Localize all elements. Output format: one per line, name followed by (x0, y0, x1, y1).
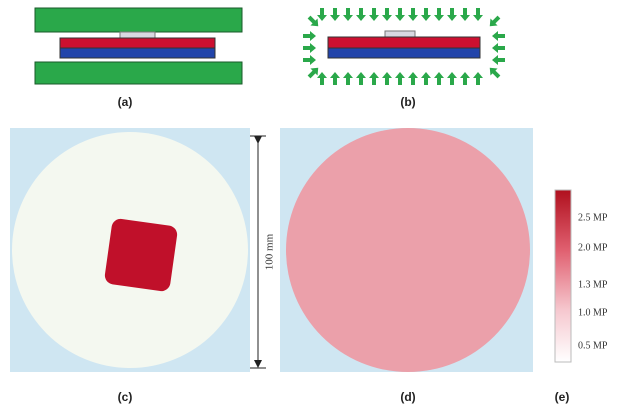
red-layer (328, 37, 480, 48)
panel-c: (c) (10, 128, 250, 404)
pressure-arrow (369, 72, 379, 85)
pressure-arrow (303, 31, 316, 41)
pressure-arrow (330, 8, 340, 21)
panel-label: (e) (555, 390, 570, 404)
blue-layer (328, 48, 480, 58)
red-layer (60, 38, 215, 48)
panel-e: 2.5 MP 2.0 MP 1.3 MP 1.0 MP 0.5 MP (e) (555, 190, 608, 404)
pressure-arrow (382, 8, 392, 21)
colorbar-label: 2.0 MP (578, 242, 608, 253)
pressure-arrow (460, 8, 470, 21)
pressure-arrow (434, 72, 444, 85)
pressure-arrow (369, 8, 379, 21)
bottom-plate (35, 62, 242, 84)
pressure-arrow (303, 43, 316, 53)
panel-a: (a) (35, 8, 242, 109)
panel-d: (d) (280, 128, 533, 404)
pressure-arrow (408, 72, 418, 85)
pressure-arrow (447, 72, 457, 85)
figure: (a) (b) (c) 100 mm (d) 2.5 MP 2.0 MP 1.3… (0, 0, 619, 408)
panel-label: (c) (118, 390, 133, 404)
pressure-arrow (317, 72, 327, 85)
pressure-arrow (434, 8, 444, 21)
pressure-arrow (447, 8, 457, 21)
pressure-arrow (492, 31, 505, 41)
colorbar (555, 190, 571, 362)
pressure-arrow (356, 72, 366, 85)
pressure-arrow (421, 72, 431, 85)
scale-label: 100 mm (264, 233, 276, 270)
pressure-arrow (473, 8, 483, 21)
pressure-arrow (317, 8, 327, 21)
pressure-arrow (343, 72, 353, 85)
pressure-arrow (395, 8, 405, 21)
pressure-arrow (306, 64, 322, 80)
panel-b: (b) (303, 8, 505, 109)
pressure-arrow (473, 72, 483, 85)
pressure-arrow (330, 72, 340, 85)
disc (286, 128, 530, 372)
panel-label: (d) (400, 390, 415, 404)
pressure-arrow (356, 8, 366, 21)
pressure-arrow (395, 72, 405, 85)
pressure-region (104, 218, 179, 293)
pressure-arrow (382, 72, 392, 85)
insert (385, 31, 415, 37)
pressure-arrow (486, 64, 502, 80)
pressure-arrow (460, 72, 470, 85)
colorbar-label: 1.3 MP (578, 279, 608, 290)
pressure-arrow (303, 55, 316, 65)
blue-layer (60, 48, 215, 58)
pressure-arrow (492, 55, 505, 65)
panel-label: (b) (400, 95, 415, 109)
panel-label: (a) (118, 95, 133, 109)
colorbar-label: 1.0 MP (578, 307, 608, 318)
colorbar-label: 0.5 MP (578, 340, 608, 351)
scale-bar: 100 mm (250, 136, 276, 368)
pressure-arrow (486, 14, 502, 30)
insert (120, 32, 155, 38)
pressure-arrow (492, 43, 505, 53)
pressure-arrow (421, 8, 431, 21)
top-plate (35, 8, 242, 32)
colorbar-label: 2.5 MP (578, 212, 608, 223)
pressure-arrow (408, 8, 418, 21)
pressure-arrow (343, 8, 353, 21)
